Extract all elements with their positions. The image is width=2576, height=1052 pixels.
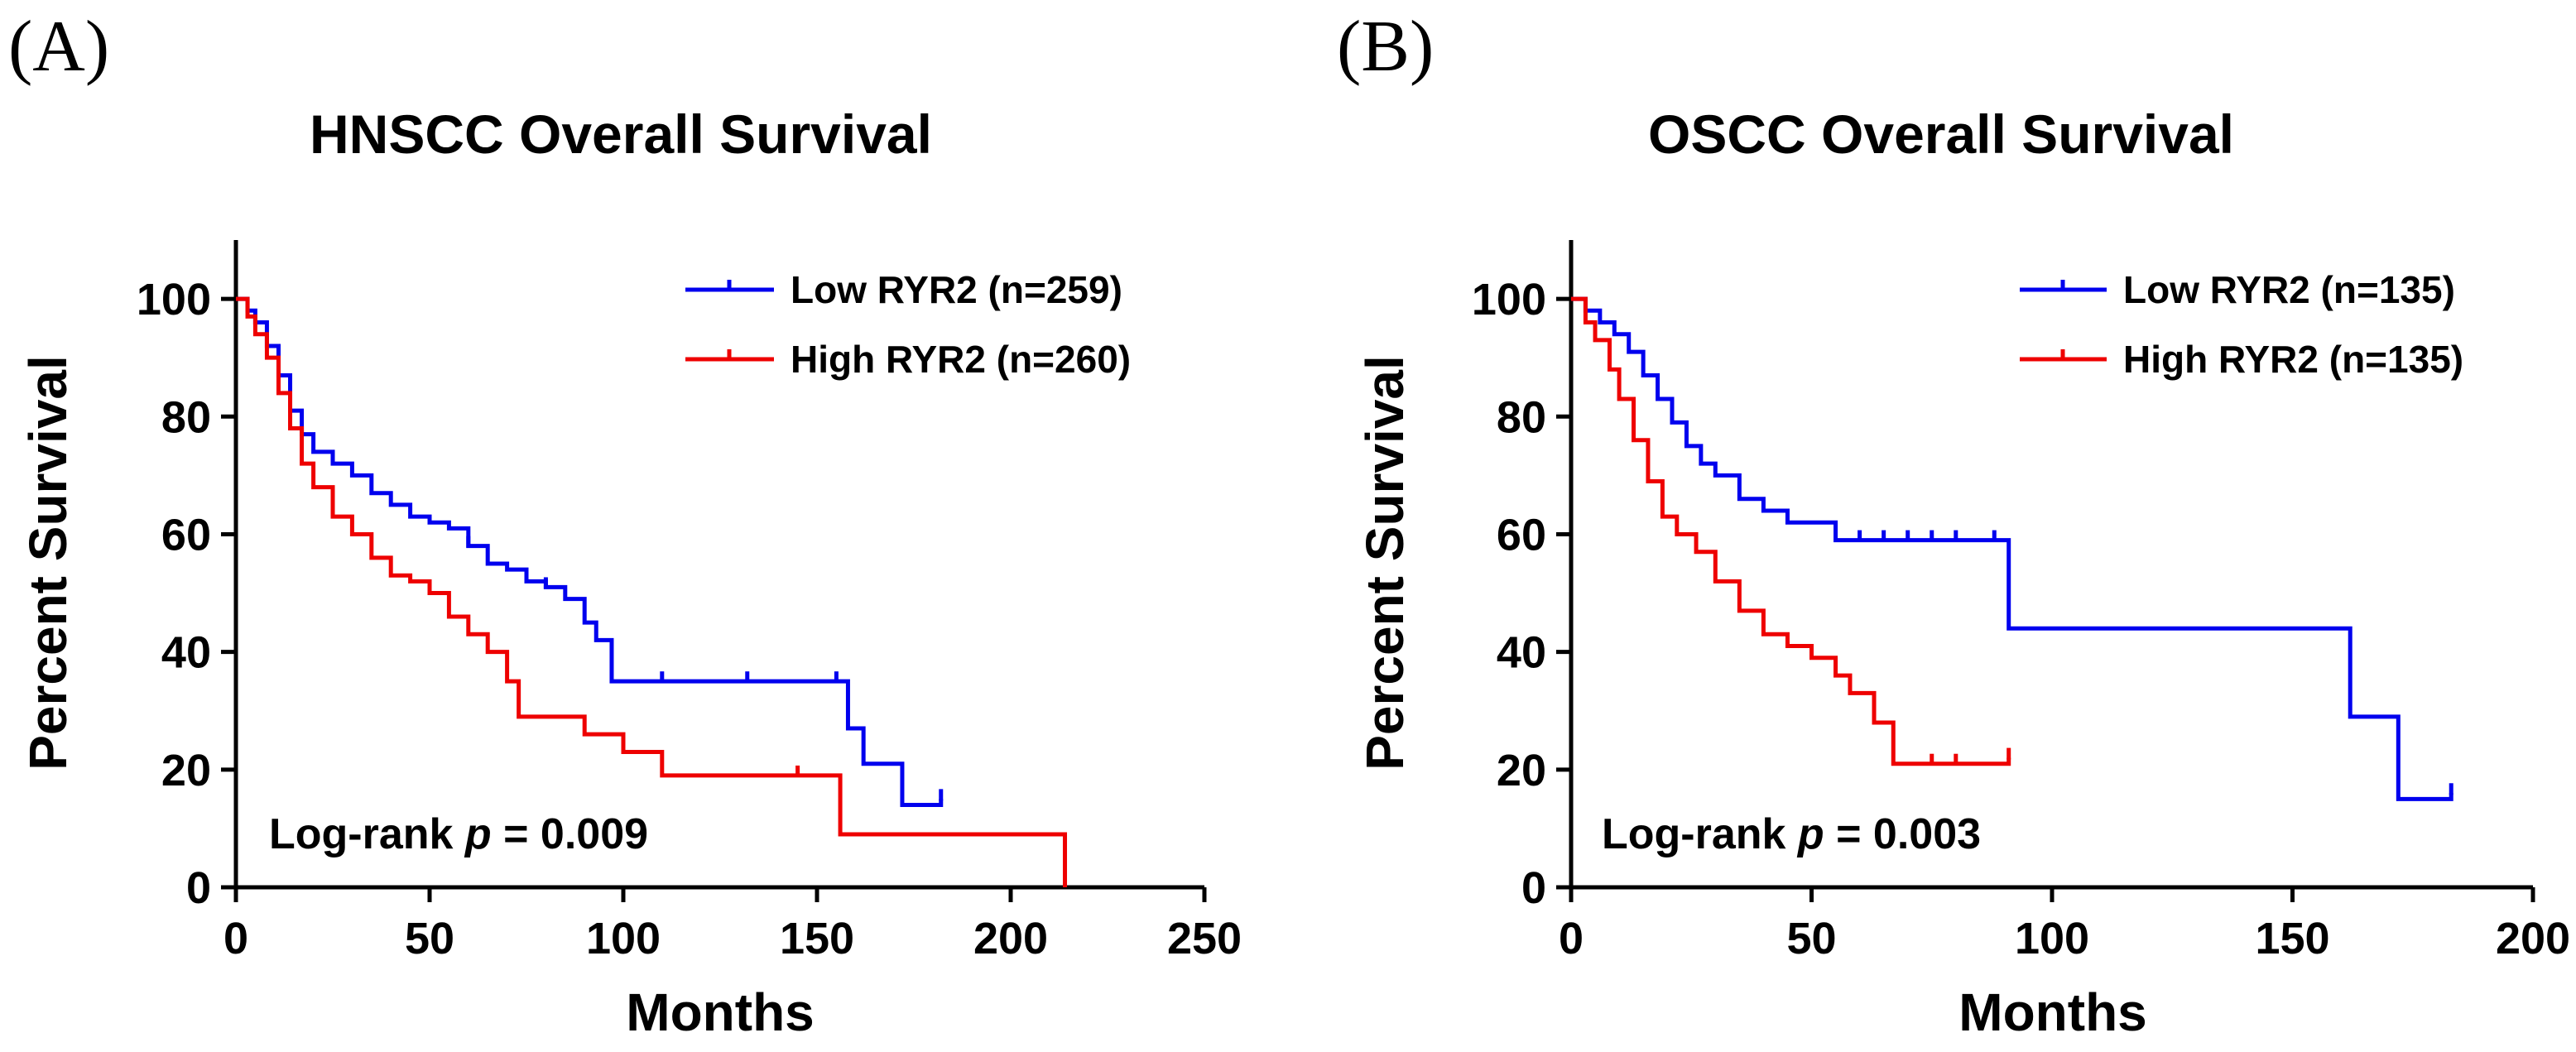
y-tick-label: 0: [186, 863, 211, 913]
series-line-high-ryr2: [1571, 296, 2011, 766]
y-tick-label: 100: [1472, 275, 1546, 324]
logrank-prefix: Log-rank: [269, 810, 465, 858]
legend-label-low-ryr2: Low RYR2 (n=135): [2123, 268, 2455, 311]
y-tick-label: 80: [1497, 392, 1546, 442]
legend-label-high-ryr2: High RYR2 (n=260): [791, 338, 1131, 381]
legend-label-low-ryr2: Low RYR2 (n=259): [791, 268, 1122, 311]
logrank-value: = 0.009: [492, 810, 648, 858]
x-tick-label: 200: [973, 914, 1048, 963]
panel-a: (A) HNSCC Overall Survival Percent Survi…: [8, 7, 1242, 1042]
x-tick-label: 150: [780, 914, 854, 963]
x-tick-label: 250: [1167, 914, 1242, 963]
y-tick-label: 60: [1497, 510, 1546, 560]
panel-b: (B) OSCC Overall Survival Percent Surviv…: [1337, 7, 2570, 1042]
panel-a-label: (A): [8, 7, 109, 87]
x-tick-label: 200: [2496, 914, 2570, 963]
panel-a-legend: Low RYR2 (n=259) High RYR2 (n=260): [685, 268, 1131, 381]
y-tick-label: 20: [161, 746, 211, 795]
logrank-value: = 0.003: [1824, 810, 1981, 858]
panel-b-logrank-annotation: Log-rank p = 0.003: [1602, 810, 1981, 858]
panel-b-y-axis-label: Percent Survival: [1355, 355, 1415, 771]
y-tick-label: 20: [1497, 746, 1546, 795]
x-tick-label: 100: [2015, 914, 2089, 963]
panel-b-legend: Low RYR2 (n=135) High RYR2 (n=135): [2020, 268, 2463, 381]
y-tick-label: 40: [1497, 628, 1546, 678]
panel-b-title: OSCC Overall Survival: [1648, 103, 2234, 165]
panel-a-logrank-annotation: Log-rank p = 0.009: [269, 810, 648, 858]
y-tick-label: 60: [161, 510, 211, 560]
y-tick-label: 80: [161, 392, 211, 442]
x-tick-label: 0: [1559, 914, 1584, 963]
x-tick-label: 50: [1786, 914, 1836, 963]
legend-label-high-ryr2: High RYR2 (n=135): [2123, 338, 2463, 381]
panel-a-x-axis-label: Months: [626, 982, 815, 1042]
panel-b-x-axis-label: Months: [1958, 982, 2147, 1042]
logrank-p: p: [464, 810, 492, 858]
x-tick-label: 0: [223, 914, 248, 963]
series-line-high-ryr2: [236, 296, 1068, 887]
panel-a-title: HNSCC Overall Survival: [310, 103, 932, 165]
y-tick-label: 100: [137, 275, 211, 324]
logrank-prefix: Log-rank: [1602, 810, 1798, 858]
x-tick-label: 100: [586, 914, 661, 963]
x-tick-label: 50: [405, 914, 454, 963]
panel-a-y-axis-label: Percent Survival: [18, 355, 78, 771]
y-tick-label: 0: [1521, 863, 1546, 913]
series-line-low-ryr2: [1571, 296, 2453, 801]
panel-b-label: (B): [1337, 7, 1434, 87]
logrank-p: p: [1796, 810, 1824, 858]
x-tick-label: 150: [2255, 914, 2329, 963]
y-tick-label: 40: [161, 628, 211, 678]
